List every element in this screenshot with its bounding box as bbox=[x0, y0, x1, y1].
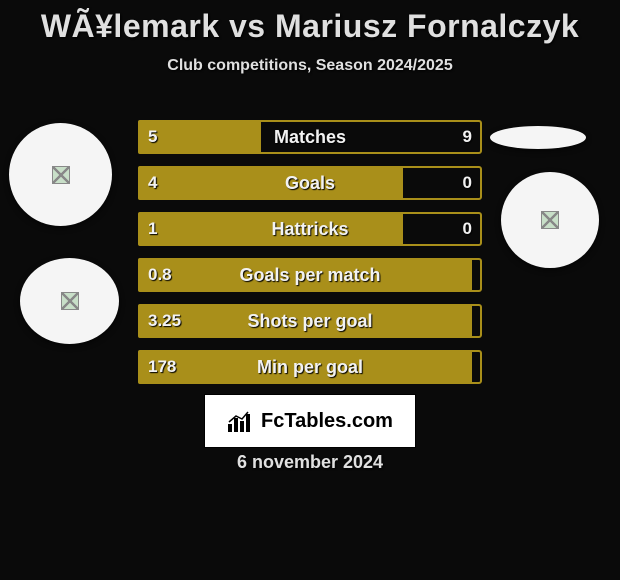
subtitle: Club competitions, Season 2024/2025 bbox=[0, 57, 620, 75]
bar-value-right: 0 bbox=[463, 166, 472, 200]
bar-row: 1Hattricks0 bbox=[138, 212, 482, 246]
bar-value-right: 0 bbox=[463, 212, 472, 246]
bar-row: 4Goals0 bbox=[138, 166, 482, 200]
page-title: WÃ¥lemark vs Mariusz Fornalczyk bbox=[0, 0, 620, 45]
bar-row: 5Matches9 bbox=[138, 120, 482, 154]
logo-text: FcTables.com bbox=[261, 410, 393, 433]
bar-label: Shots per goal bbox=[138, 304, 482, 338]
bar-row: 3.25Shots per goal bbox=[138, 304, 482, 338]
player2 bbox=[501, 172, 599, 268]
broken-image-icon bbox=[52, 166, 70, 184]
player1-small bbox=[20, 258, 119, 344]
bar-label: Min per goal bbox=[138, 350, 482, 384]
date-text: 6 november 2024 bbox=[0, 452, 620, 473]
bar-row: 178Min per goal bbox=[138, 350, 482, 384]
bars-icon bbox=[227, 410, 255, 432]
bar-value-right: 9 bbox=[463, 120, 472, 154]
broken-image-icon bbox=[61, 292, 79, 310]
comparison-chart: 5Matches9 4Goals0 1Hattricks0 0.8Goals per … bbox=[138, 120, 482, 396]
bar-label: Goals per match bbox=[138, 258, 482, 292]
broken-image-icon bbox=[541, 211, 559, 229]
fctables-logo: FcTables.com bbox=[204, 394, 416, 448]
bar-label: Hattricks bbox=[138, 212, 482, 246]
bar-label: Matches bbox=[138, 120, 482, 154]
bar-row: 0.8Goals per match bbox=[138, 258, 482, 292]
bar-label: Goals bbox=[138, 166, 482, 200]
player1-large bbox=[9, 123, 112, 226]
ellipse-top bbox=[490, 126, 586, 149]
